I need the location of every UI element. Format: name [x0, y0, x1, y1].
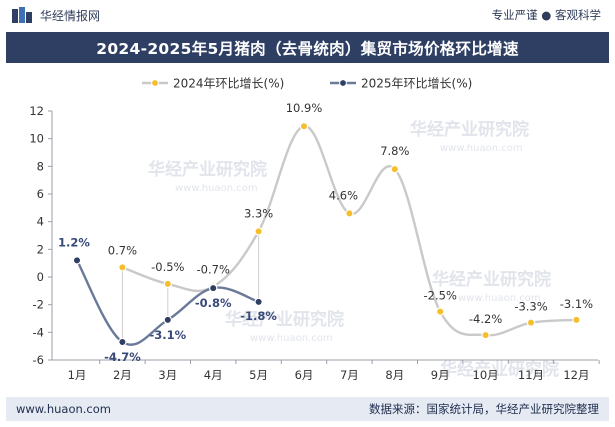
x-tick-label: 2月 — [113, 368, 132, 382]
legend-label: 2024年环比增长(%) — [173, 77, 284, 91]
data-point — [118, 337, 127, 347]
data-point — [299, 122, 309, 131]
y-tick-label: 4 — [37, 215, 44, 229]
y-tick-label: 12 — [29, 104, 44, 118]
data-label: 1.2% — [58, 235, 90, 249]
data-point — [72, 256, 82, 265]
data-label: -3.1% — [560, 297, 593, 311]
x-tick-label: 11月 — [518, 368, 544, 382]
x-tick-label: 6月 — [295, 368, 314, 382]
y-tick-label: 6 — [37, 187, 44, 201]
chart-title: 2024-2025年5月猪肉（去骨统肉）集贸市场价格环比增速 — [6, 32, 609, 63]
data-labels: 0.7% -0.5% -0.7% 3.3% 10.9% 4.6% 7.8% -2.5% -4.2… — [58, 101, 593, 364]
data-label: -0.5% — [151, 260, 184, 274]
y-tick-label: 2 — [37, 242, 44, 256]
y-tick-label: 0 — [37, 270, 44, 284]
axes: -6 -4 -2 0 2 4 6 8 10 12 1月 2月 3月 4月 5月 6月 7月 8月 9月 10月 11月 1… — [29, 104, 600, 382]
y-tick-label: 8 — [37, 159, 44, 173]
watermark-url: www.huaon.com — [250, 333, 333, 344]
watermark-text: 华经产业研究院 — [225, 309, 344, 330]
data-point — [572, 315, 581, 325]
legend-swatch-marker — [151, 79, 159, 87]
legend: 2024年环比增长(%) 2025年环比增长(%) — [142, 77, 472, 91]
tagline: 专业严谨 ● 客观科学 — [491, 8, 601, 22]
data-point — [526, 318, 536, 327]
brand: 华经情报网 — [12, 7, 100, 24]
brand-name: 华经情报网 — [40, 8, 101, 23]
footer: www.huaon.com 数据来源：国家统计局，华经产业研究院整理 — [6, 397, 609, 421]
y-tick-label: -2 — [33, 298, 44, 312]
watermark-url: www.huaon.com — [440, 143, 523, 154]
data-point — [390, 164, 399, 174]
footer-source: 数据来源：国家统计局，华经产业研究院整理 — [369, 402, 599, 416]
y-tick-label: 10 — [29, 132, 44, 146]
data-label: -2.5% — [424, 289, 457, 303]
data-label: 3.3% — [244, 206, 273, 220]
x-tick-label: 3月 — [158, 368, 177, 382]
data-label: -3.1% — [149, 328, 186, 342]
x-tick-label: 10月 — [473, 368, 499, 382]
x-tick-label: 8月 — [385, 368, 404, 382]
data-point — [163, 315, 172, 325]
data-label: -3.3% — [514, 300, 547, 314]
y-tick-label: -6 — [33, 353, 44, 367]
watermark-text: 华经产业研究院 — [410, 119, 529, 140]
watermark-text: 华经产业研究院 — [148, 159, 267, 180]
data-label: -1.8% — [240, 309, 277, 323]
data-point — [254, 297, 263, 307]
data-point — [436, 307, 445, 316]
watermark-text: 华经产业研究院 — [440, 359, 559, 380]
data-point — [254, 227, 263, 236]
x-tick-label: 9月 — [431, 368, 450, 382]
series-layer — [72, 122, 581, 347]
legend-swatch-marker — [339, 79, 347, 87]
data-point — [481, 330, 490, 340]
watermark-url: www.huaon.com — [458, 293, 541, 304]
legend-label: 2025年环比增长(%) — [361, 77, 472, 91]
data-point — [163, 279, 172, 289]
data-label: -0.8% — [195, 296, 232, 310]
y-tick-label: -4 — [33, 325, 44, 339]
data-point — [208, 283, 218, 293]
x-tick-label: 7月 — [340, 368, 359, 382]
x-tick-label: 4月 — [204, 368, 223, 382]
data-label: 10.9% — [286, 101, 323, 115]
huaon-logo-icon — [12, 7, 32, 23]
data-point — [345, 209, 354, 218]
data-label: 4.6% — [329, 188, 358, 202]
data-point — [118, 263, 127, 272]
watermark-text: 华经产业研究院 — [432, 269, 551, 290]
x-tick-label: 1月 — [68, 368, 87, 382]
line-chart: 华经产业研究院 www.huaon.com 华经产业研究院 www.huaon.… — [29, 77, 600, 382]
data-label: 0.7% — [108, 243, 137, 257]
watermarks: 华经产业研究院 www.huaon.com 华经产业研究院 www.huaon.… — [148, 119, 559, 380]
footer-url: www.huaon.com — [16, 402, 111, 416]
top-bar: 华经情报网 专业严谨 ● 客观科学 — [0, 0, 615, 30]
data-label: -4.2% — [469, 312, 502, 326]
x-tick-label: 12月 — [563, 368, 589, 382]
data-label: -0.7% — [197, 263, 230, 277]
data-label: -4.7% — [104, 350, 141, 364]
data-label: 7.8% — [380, 144, 409, 158]
x-tick-label: 5月 — [249, 368, 268, 382]
watermark-url: www.huaon.com — [175, 183, 258, 194]
